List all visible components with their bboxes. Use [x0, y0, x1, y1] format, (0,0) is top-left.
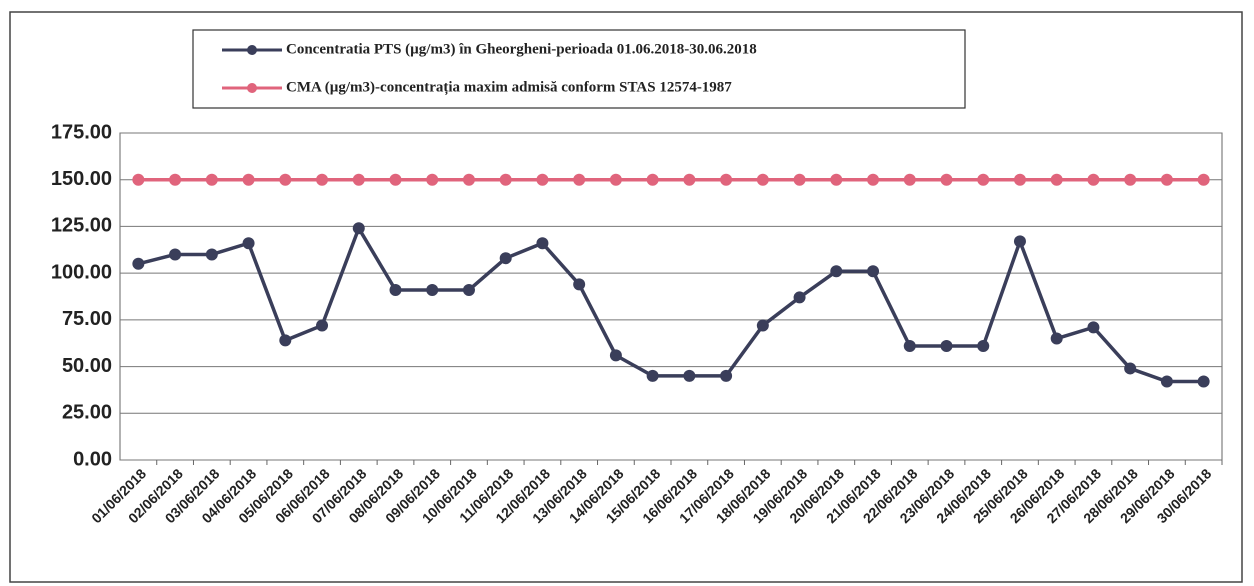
marker	[683, 369, 696, 382]
marker	[499, 173, 512, 186]
marker	[940, 340, 953, 353]
marker	[426, 173, 439, 186]
marker	[536, 173, 549, 186]
marker	[793, 291, 806, 304]
marker	[316, 173, 329, 186]
marker	[279, 334, 292, 347]
marker	[646, 173, 659, 186]
marker	[646, 369, 659, 382]
marker	[205, 248, 218, 261]
marker	[242, 173, 255, 186]
marker	[609, 349, 622, 362]
marker	[1197, 173, 1210, 186]
marker	[1087, 173, 1100, 186]
marker	[940, 173, 953, 186]
marker	[573, 278, 586, 291]
marker	[352, 222, 365, 235]
marker	[499, 252, 512, 265]
legend-marker	[247, 45, 257, 55]
series-line	[137, 224, 1204, 384]
marker	[169, 173, 182, 186]
legend	[192, 29, 966, 109]
y-tick-label: 125.00	[51, 215, 112, 237]
marker	[132, 173, 145, 186]
y-tick-label: 0.00	[73, 448, 112, 470]
marker	[389, 173, 402, 186]
marker	[756, 173, 769, 186]
marker	[683, 173, 696, 186]
marker	[279, 173, 292, 186]
y-tick-label: 150.00	[51, 168, 112, 190]
marker	[1050, 332, 1063, 345]
marker	[867, 173, 880, 186]
marker	[977, 173, 990, 186]
marker	[830, 173, 843, 186]
marker	[793, 173, 806, 186]
marker	[462, 173, 475, 186]
marker	[1124, 362, 1137, 375]
y-tick-label: 100.00	[51, 261, 112, 283]
legend-label: CMA (µg/m3)-concentrația maxim admisă co…	[286, 79, 732, 95]
y-tick-label: 175.00	[51, 121, 112, 143]
y-tick-label: 25.00	[62, 402, 112, 424]
marker	[352, 173, 365, 186]
marker	[1013, 173, 1026, 186]
marker	[1124, 173, 1137, 186]
marker	[977, 340, 990, 353]
marker	[573, 173, 586, 186]
marker	[867, 265, 880, 278]
legend-marker	[247, 83, 257, 93]
marker	[242, 237, 255, 250]
marker	[462, 283, 475, 296]
marker	[1160, 173, 1173, 186]
marker	[316, 319, 329, 332]
marker	[536, 237, 549, 250]
marker	[720, 369, 733, 382]
marker	[756, 319, 769, 332]
marker	[720, 173, 733, 186]
marker	[169, 248, 182, 261]
marker	[609, 173, 622, 186]
y-tick-label: 50.00	[62, 355, 112, 377]
marker	[1197, 375, 1210, 388]
marker	[830, 265, 843, 278]
chart-frame	[9, 11, 1243, 583]
legend-label: Concentratia PTS (µg/m3) în Gheorgheni-p…	[286, 41, 757, 57]
marker	[1087, 321, 1100, 334]
marker	[903, 173, 916, 186]
marker	[1160, 375, 1173, 388]
marker	[389, 283, 402, 296]
marker	[426, 283, 439, 296]
marker	[205, 173, 218, 186]
marker	[903, 340, 916, 353]
marker	[1050, 173, 1063, 186]
marker	[132, 257, 145, 270]
y-tick-label: 75.00	[62, 308, 112, 330]
marker	[1013, 235, 1026, 248]
